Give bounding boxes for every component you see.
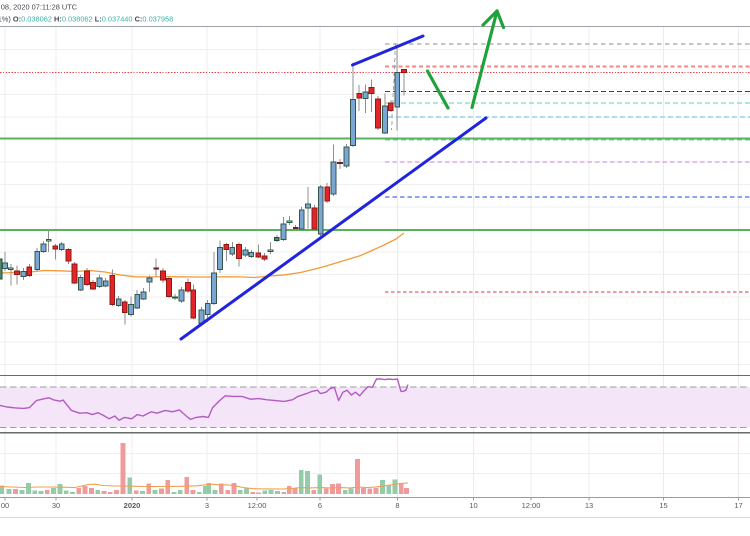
svg-text:2020: 2020 (124, 501, 141, 510)
svg-text:17: 17 (734, 501, 742, 510)
svg-text:30: 30 (52, 501, 60, 510)
svg-text:12:00: 12:00 (522, 501, 541, 510)
svg-text:12:00: 12:00 (248, 501, 267, 510)
svg-text:(-3.41%) O:0.038062 H:0.038062: (-3.41%) O:0.038062 H:0.038062 L:0.03744… (0, 15, 173, 24)
svg-text:8: 8 (395, 501, 399, 510)
svg-text:10: 10 (469, 501, 477, 510)
svg-text:6: 6 (318, 501, 322, 510)
svg-text:15: 15 (659, 501, 667, 510)
svg-text:13: 13 (585, 501, 593, 510)
svg-text:00: 00 (1, 501, 9, 510)
svg-text:Mar 08, 2020 07:11:28 UTC: Mar 08, 2020 07:11:28 UTC (0, 3, 78, 12)
svg-text:3: 3 (205, 501, 209, 510)
